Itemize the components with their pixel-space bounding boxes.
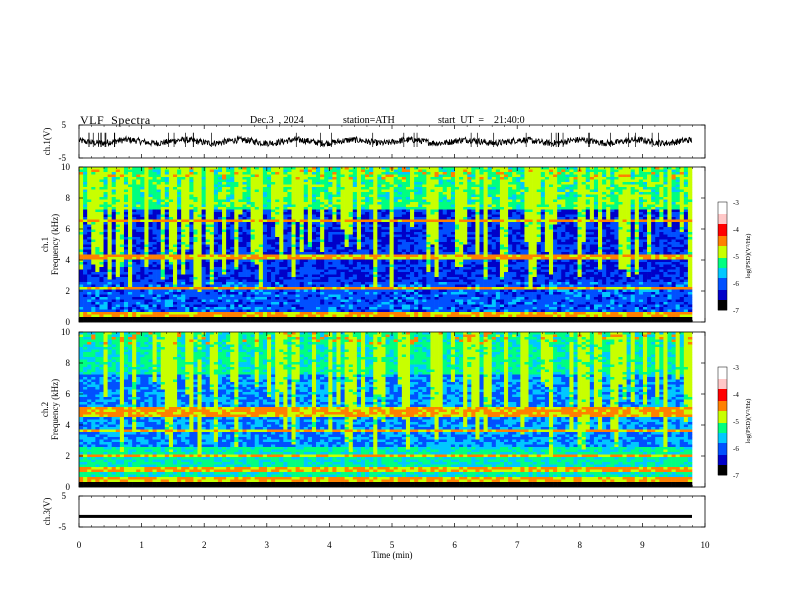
x-tick-label: 1 [139,540,144,550]
y-tick-label: 10 [61,162,71,172]
colorbar-tick-label: -4 [733,226,739,234]
y-tick-label: 10 [61,327,71,337]
ch1-waveform-trace [78,135,693,148]
start-ut-label: start UT = 21:40:0 [438,115,525,126]
x-tick-label: 8 [578,540,583,550]
colorbar-tick-label: -4 [733,391,739,399]
y-axis-label: ch.1(V) [42,128,52,156]
y-tick-label: 4 [66,420,71,430]
x-axis-label: Time (min) [372,550,413,560]
y-tick-label: 0 [66,317,71,327]
y-tick-label: -5 [59,522,67,532]
colorbar-tick-label: -3 [733,364,739,372]
colorbar-tick-label: -6 [733,280,739,288]
colorbar-tick-label: -5 [733,418,739,426]
colorbar-frame [717,201,728,311]
y-tick-label: 0 [66,482,71,492]
ch3-waveform-trace [79,514,692,518]
x-tick-label: 6 [452,540,457,550]
x-tick-label: 3 [265,540,270,550]
x-tick-label: 10 [701,540,711,550]
colorbar-tick-label: -7 [733,307,739,315]
y-tick-label: 8 [66,358,71,368]
x-tick-label: 2 [202,540,207,550]
x-tick-label: 4 [327,540,332,550]
y-tick-label: 6 [66,389,71,399]
x-tick-label: 5 [390,540,395,550]
y-tick-label: 2 [66,286,71,296]
y-tick-label: 8 [66,193,71,203]
colorbar-label: log(PSD)(V²/Hz) [745,234,752,279]
y-axis-label: ch.3(V) [42,498,52,526]
spectrogram-ch1 [79,167,693,323]
y-axis-label-channel: ch.2 [40,402,50,417]
y-tick-label: 6 [66,224,71,234]
spectrogram-ch2 [79,332,693,488]
x-tick-label: 0 [77,540,82,550]
y-axis-label-frequency: Frequency (kHz) [50,379,60,440]
y-tick-label: 4 [66,255,71,265]
colorbar-tick-label: -5 [733,253,739,261]
y-tick-label: -5 [59,153,67,163]
colorbar-tick-label: -3 [733,199,739,207]
y-tick-label: 2 [66,451,71,461]
x-tick-label: 7 [515,540,520,550]
y-axis-label-channel: ch.1 [40,237,50,252]
colorbar-ch1 [718,202,727,311]
y-axis-label-frequency: Frequency (kHz) [50,214,60,275]
y-tick-label: 5 [62,491,67,501]
colorbar-tick-label: -7 [733,472,739,480]
x-tick-label: 9 [640,540,645,550]
station-label: station=ATH [343,115,395,126]
panel-frame-3 [78,495,706,528]
date-label: Dec.3 , 2024 [250,115,304,126]
colorbar-tick-label: -6 [733,445,739,453]
chart-title: VLF Spectra [80,113,151,127]
colorbar-frame [717,366,728,476]
colorbar-label: log(PSD)(V²/Hz) [745,399,752,444]
y-tick-label: 5 [62,120,67,130]
colorbar-ch2 [718,367,727,476]
